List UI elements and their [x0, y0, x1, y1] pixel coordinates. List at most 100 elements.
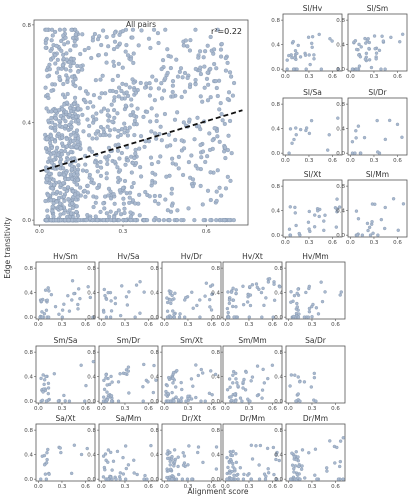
data-point: [229, 477, 234, 481]
data-point: [313, 213, 317, 217]
data-point: [176, 166, 181, 171]
y-tick-label: 0.0: [150, 399, 159, 405]
data-point: [297, 231, 301, 236]
data-point: [381, 39, 386, 43]
data-point: [234, 305, 238, 309]
data-point: [105, 161, 110, 167]
data-point: [120, 81, 125, 86]
data-point: [233, 399, 238, 403]
data-point: [79, 363, 83, 367]
data-point: [90, 136, 95, 141]
panel-title: Sl/Hv: [303, 4, 323, 13]
data-point: [241, 386, 245, 390]
data-point: [262, 381, 267, 385]
data-point: [297, 464, 301, 469]
data-point: [288, 233, 293, 237]
data-point: [91, 104, 96, 109]
panel-hv-xt: Hv/Xt0.0 0.3 0.60.00.40.8: [211, 252, 283, 328]
data-point: [266, 280, 271, 284]
data-point: [68, 132, 73, 137]
data-point: [163, 27, 168, 32]
data-point: [92, 160, 98, 165]
data-point: [53, 53, 58, 58]
data-point: [336, 477, 341, 481]
data-point: [65, 40, 71, 45]
x-tick-label: 0.0: [97, 484, 106, 490]
data-point: [132, 155, 137, 161]
data-point: [91, 359, 96, 364]
data-point: [179, 380, 183, 385]
data-point: [109, 102, 114, 107]
data-point: [122, 178, 128, 184]
panel-frame: [161, 345, 222, 404]
data-point: [213, 372, 218, 377]
data-point: [198, 142, 203, 148]
data-point: [368, 233, 373, 237]
data-point: [326, 148, 330, 152]
data-point: [59, 152, 65, 157]
x-tick-label: 0.0: [346, 74, 355, 80]
data-point: [367, 46, 371, 51]
data-point: [248, 399, 252, 403]
data-point: [153, 131, 158, 136]
data-point: [45, 208, 50, 213]
y-tick-label: 0.0: [336, 151, 345, 157]
panel-sl-sa: Sl/Sa0.0 0.3 0.60.00.40.8: [271, 88, 343, 164]
data-point: [365, 221, 370, 226]
data-point: [40, 398, 45, 403]
data-point: [45, 74, 50, 79]
data-point: [186, 160, 191, 165]
data-point: [292, 137, 296, 142]
data-point: [85, 105, 90, 110]
data-point: [292, 56, 297, 60]
data-point: [77, 86, 83, 91]
data-point: [131, 110, 136, 115]
y-tick-label: 0.0: [87, 399, 96, 405]
data-point: [43, 132, 48, 137]
x-tick-label: 0.6: [268, 322, 277, 328]
data-point: [61, 116, 66, 121]
data-point: [44, 374, 48, 379]
data-point: [128, 218, 133, 223]
data-point: [188, 38, 193, 43]
panel-title: Hv/Dr: [181, 252, 203, 261]
data-point: [295, 67, 299, 71]
data-point: [192, 137, 197, 142]
x-tick-label: 0.6: [144, 484, 153, 490]
x-tick-label: 0.0: [97, 322, 106, 328]
panel-frame: [347, 97, 408, 156]
panel-title: Sa/Dr: [305, 336, 327, 345]
data-point: [112, 127, 117, 132]
data-point: [85, 91, 90, 96]
data-point: [338, 464, 342, 469]
data-point: [105, 124, 110, 129]
y-tick-label: 0.8: [150, 428, 159, 434]
data-point: [198, 183, 203, 189]
data-point: [110, 119, 115, 124]
data-point: [200, 149, 206, 154]
data-point: [228, 471, 232, 475]
data-point: [65, 76, 70, 81]
data-point: [396, 228, 400, 232]
data-point: [266, 467, 270, 471]
data-point: [45, 136, 50, 141]
data-point: [257, 477, 262, 481]
x-tick-label: 0.6: [207, 484, 216, 490]
data-point: [55, 152, 61, 157]
data-point: [179, 94, 184, 100]
data-point: [62, 302, 66, 306]
data-point: [217, 78, 222, 83]
x-tick-label: 0.3: [305, 74, 314, 80]
data-point: [170, 293, 174, 298]
data-point: [201, 218, 206, 223]
data-point: [61, 181, 66, 186]
data-point: [168, 463, 172, 467]
data-point: [310, 315, 314, 319]
data-point: [78, 296, 82, 301]
data-point: [228, 385, 232, 389]
data-point: [173, 137, 178, 142]
data-point: [57, 77, 62, 82]
data-point: [181, 120, 186, 125]
data-point: [82, 47, 87, 53]
data-point: [201, 460, 205, 465]
